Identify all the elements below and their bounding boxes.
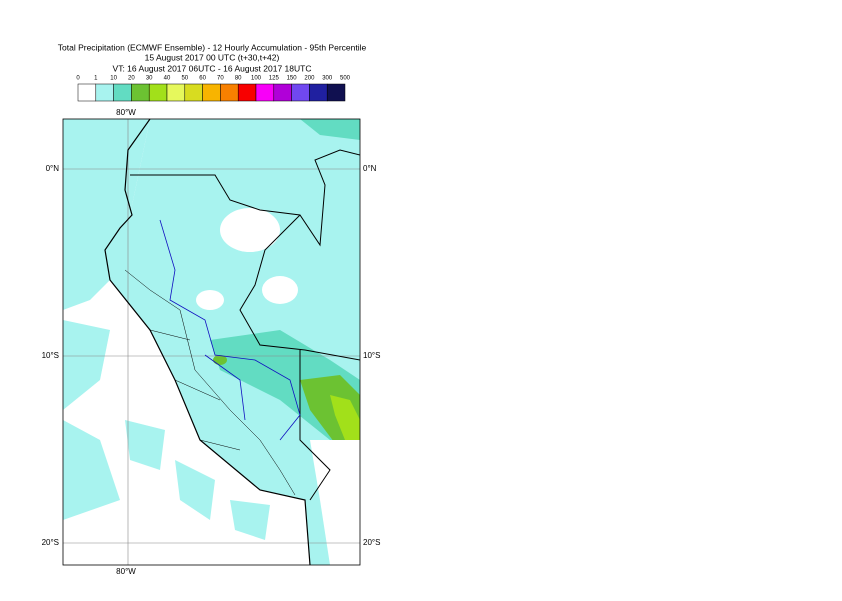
map-area: [63, 119, 360, 565]
colorbar-swatch: [220, 83, 239, 102]
colorbar-label: 10: [110, 76, 117, 82]
lon-label: 80°W: [116, 567, 136, 576]
lat-label: 10°S: [42, 351, 59, 360]
title-line: VT: 16 August 2017 06UTC - 16 August 201…: [113, 63, 312, 73]
colorbar-label: 100: [251, 76, 262, 82]
colorbar-swatch: [148, 83, 168, 102]
lat-label: 0°N: [363, 164, 377, 173]
colorbar-swatch: [131, 83, 150, 102]
colorbar-swatch: [273, 83, 292, 102]
colorbar-swatch: [166, 83, 186, 102]
lat-label: 20°S: [363, 538, 380, 547]
colorbar-label: 150: [287, 76, 298, 82]
title-line: 15 August 2017 00 UTC (t+30,t+42): [145, 52, 280, 62]
colorbar-swatch: [77, 83, 97, 102]
colorbar-label: 1: [94, 76, 98, 82]
colorbar-swatch: [113, 83, 132, 102]
colorbar-label: 0: [76, 76, 80, 82]
map-frame: [62, 118, 361, 566]
colorbar-swatch: [202, 83, 221, 102]
title-line: Total Precipitation (ECMWF Ensemble) - 1…: [58, 42, 367, 52]
colorbar-label: 40: [164, 76, 171, 82]
colorbar: 0 1 10 20 30 40 50 60 70 80 100 125 150 200 300 500: [76, 76, 351, 102]
colorbar-label: 30: [146, 76, 153, 82]
colorbar-swatch: [237, 83, 257, 102]
lon-label: 80°W: [116, 108, 136, 117]
colorbar-label: 70: [217, 76, 224, 82]
lat-label: 20°S: [42, 538, 59, 547]
colorbar-label: 80: [235, 76, 242, 82]
colorbar-swatch: [291, 83, 310, 102]
colorbar-label: 500: [340, 76, 351, 82]
colorbar-label: 125: [269, 76, 280, 82]
colorbar-swatch: [255, 83, 275, 102]
colorbar-label: 60: [199, 76, 206, 82]
lat-label: 10°S: [363, 351, 380, 360]
colorbar-label: 200: [304, 76, 315, 82]
colorbar-swatch: [184, 83, 203, 102]
colorbar-swatch: [309, 83, 328, 102]
colorbar-label: 300: [322, 76, 333, 82]
lat-label: 0°N: [46, 164, 60, 173]
colorbar-label: 20: [128, 76, 135, 82]
colorbar-swatch: [95, 83, 114, 102]
colorbar-swatch: [326, 83, 346, 102]
colorbar-label: 50: [181, 76, 188, 82]
